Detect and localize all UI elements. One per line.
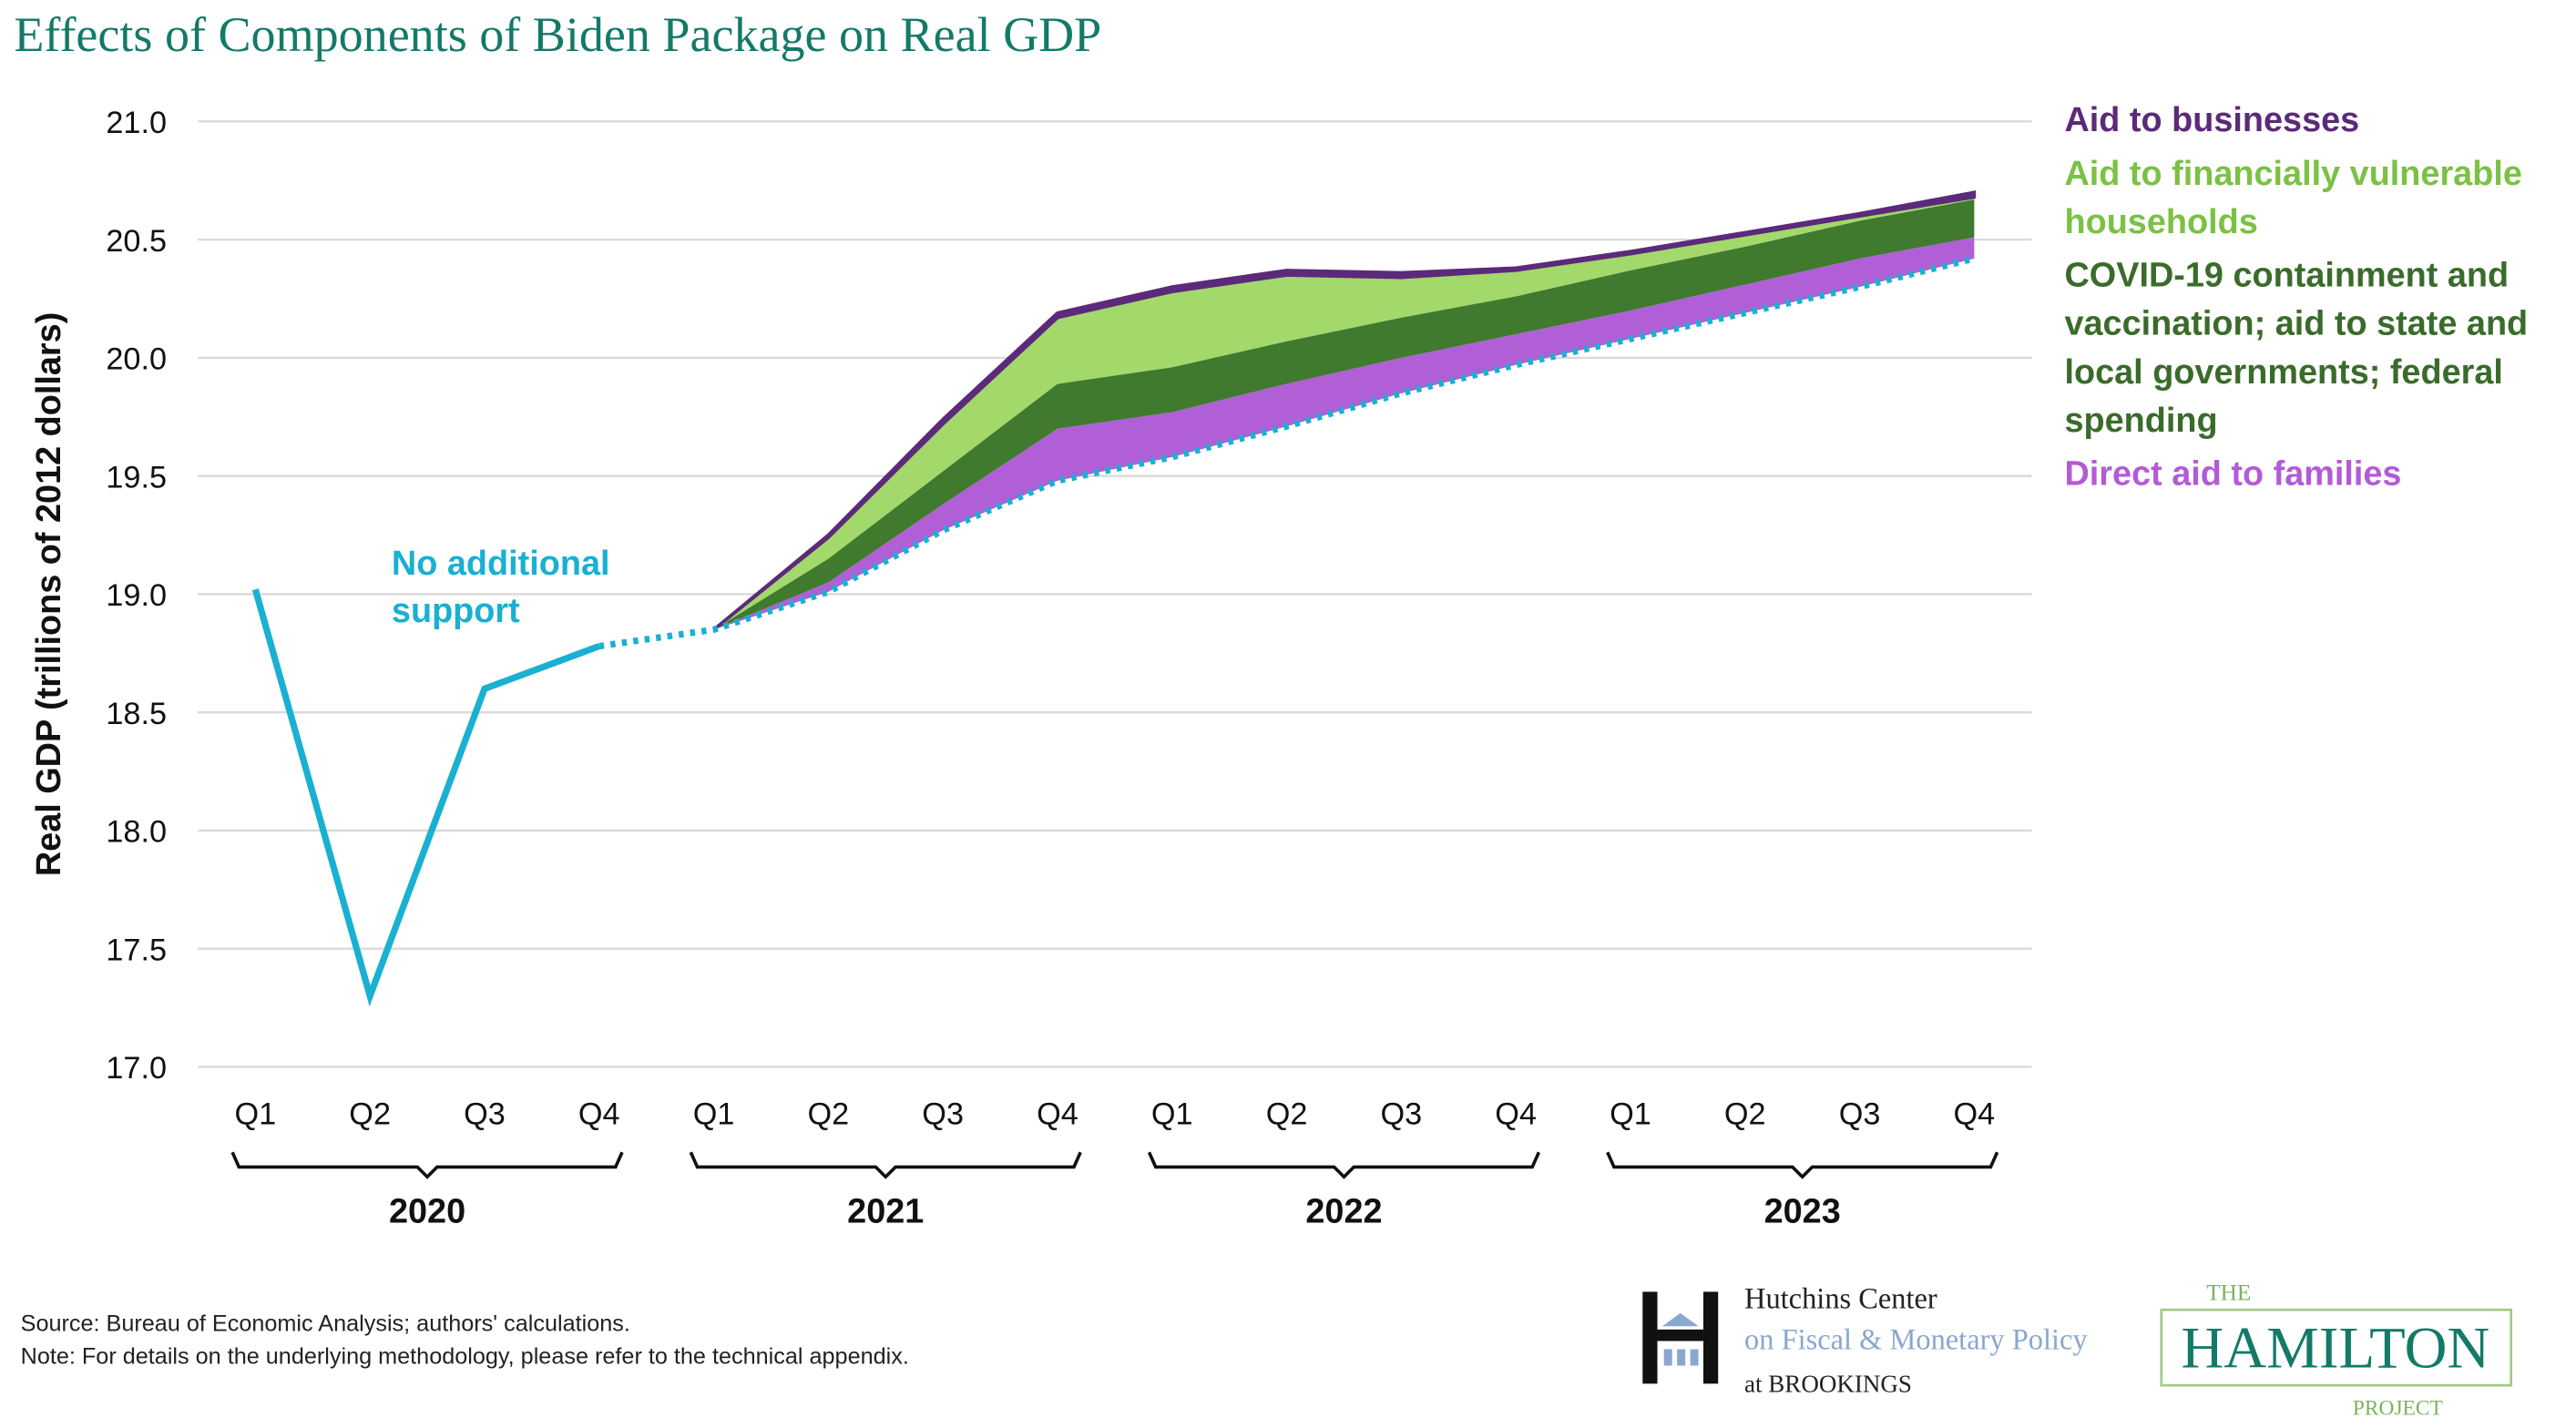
y-tick-label: 19.0 [106, 578, 167, 613]
hutchins-text-3: at BROOKINGS [1744, 1370, 1912, 1397]
stacked-areas [712, 190, 1977, 631]
year-bracket [1606, 1151, 1999, 1179]
actual-gdp-line [251, 588, 601, 1007]
y-tick-label: 20.5 [106, 224, 167, 259]
y-tick-label: 21.0 [106, 106, 167, 140]
legend: Aid to businesses Aid to financially vuln… [2064, 101, 2528, 493]
legend-item: Direct aid to families [2064, 455, 2401, 494]
x-tick-labels: Q1 Q2 Q3 Q4 Q1 Q2 Q3 Q4 Q1 Q2 Q3 Q4 Q1 Q2 Q3 Q4 2020 2021… [230, 1097, 1999, 1231]
x-tick-label: Q4 [1495, 1097, 1537, 1132]
hutchins-logo-column [1663, 1349, 1672, 1366]
hamilton-name: HAMILTON [2181, 1315, 2489, 1381]
year-label: 2021 [847, 1193, 924, 1231]
y-tick-label: 20.0 [106, 342, 167, 377]
x-tick-label: Q1 [235, 1097, 277, 1132]
x-tick-label: Q2 [1266, 1097, 1308, 1132]
x-tick-label: Q4 [578, 1097, 620, 1132]
legend-item: COVID-19 containment and [2064, 257, 2509, 295]
hutchins-logo-crossbar [1657, 1329, 1703, 1341]
hutchins-logo-roof-icon [1661, 1312, 1699, 1327]
legend-item: households [2064, 203, 2257, 241]
x-tick-label: Q2 [349, 1097, 391, 1132]
hamilton-logo-frame [2160, 1308, 2513, 1387]
x-tick-label: Q3 [1381, 1097, 1423, 1132]
legend-item: vaccination; aid to state and [2064, 305, 2528, 343]
x-tick-label: Q2 [808, 1097, 850, 1132]
y-tick-label: 18.0 [106, 815, 167, 850]
x-tick-label: Q2 [1724, 1097, 1766, 1132]
area-covid-19-1 [713, 199, 1975, 630]
legend-item: spending [2064, 402, 2217, 440]
year-label: 2020 [389, 1193, 465, 1231]
hutchins-logo-column [1677, 1349, 1686, 1366]
y-tick-label: 19.5 [106, 460, 167, 495]
baseline-projection-line [598, 255, 1976, 650]
hutchins-logo-bar-right [1702, 1291, 1719, 1384]
methodology-note: Note: For details on the underlying meth… [21, 1344, 909, 1370]
year-label: 2023 [1764, 1193, 1841, 1231]
x-tick-label: Q3 [464, 1097, 506, 1132]
hutchins-logo-bar-left [1642, 1291, 1658, 1384]
gdp-lines [251, 255, 1976, 1007]
y-tick-label: 17.5 [106, 933, 167, 967]
source-note: Source: Bureau of Economic Analysis; aut… [21, 1311, 630, 1337]
area-aid-2 [713, 197, 1975, 630]
x-tick-label: Q3 [922, 1097, 964, 1132]
hutchins-text-1: Hutchins Center [1744, 1282, 1937, 1315]
area-aid-3 [712, 190, 1977, 631]
hutchins-logo-column [1690, 1349, 1699, 1366]
legend-item: Aid to businesses [2064, 101, 2359, 139]
hamilton-the: THE [2206, 1280, 2251, 1305]
year-bracket [689, 1151, 1082, 1179]
hamilton-project: PROJECT [2353, 1397, 2443, 1421]
x-tick-label: Q1 [1610, 1097, 1651, 1132]
hamilton-logo: THE HAMILTON PROJECT [2160, 1280, 2513, 1421]
legend-item: local governments; federal [2064, 353, 2502, 392]
y-tick-label: 17.0 [106, 1051, 167, 1086]
y-axis-label: Real GDP (trillions of 2012 dollars) [30, 312, 68, 876]
legend-item: Aid to financially vulnerable [2064, 155, 2521, 193]
hutchins-text-2: on Fiscal & Monetary Policy [1744, 1323, 2088, 1356]
x-tick-label: Q1 [1151, 1097, 1193, 1132]
year-label: 2022 [1305, 1193, 1382, 1231]
gridlines [198, 120, 2032, 1068]
x-tick-label: Q4 [1954, 1097, 1996, 1132]
y-tick-labels: 17.0 17.5 18.0 18.5 19.0 19.5 20.0 20.5 21.0 [106, 106, 167, 1086]
year-bracket [1147, 1151, 1541, 1179]
hutchins-logo: Hutchins Center on Fiscal & Monetary Pol… [1642, 1282, 2088, 1397]
annotation-no-support-line1: No additional [392, 545, 610, 583]
year-bracket [230, 1151, 624, 1179]
x-tick-label: Q4 [1037, 1097, 1078, 1132]
area-direct-0 [713, 237, 1975, 630]
annotation-no-support-line2: support [392, 592, 520, 630]
chart-title: Effects of Components of Biden Package o… [14, 7, 1101, 62]
x-tick-label: Q1 [693, 1097, 735, 1132]
y-tick-label: 18.5 [106, 697, 167, 731]
x-tick-label: Q3 [1839, 1097, 1881, 1132]
